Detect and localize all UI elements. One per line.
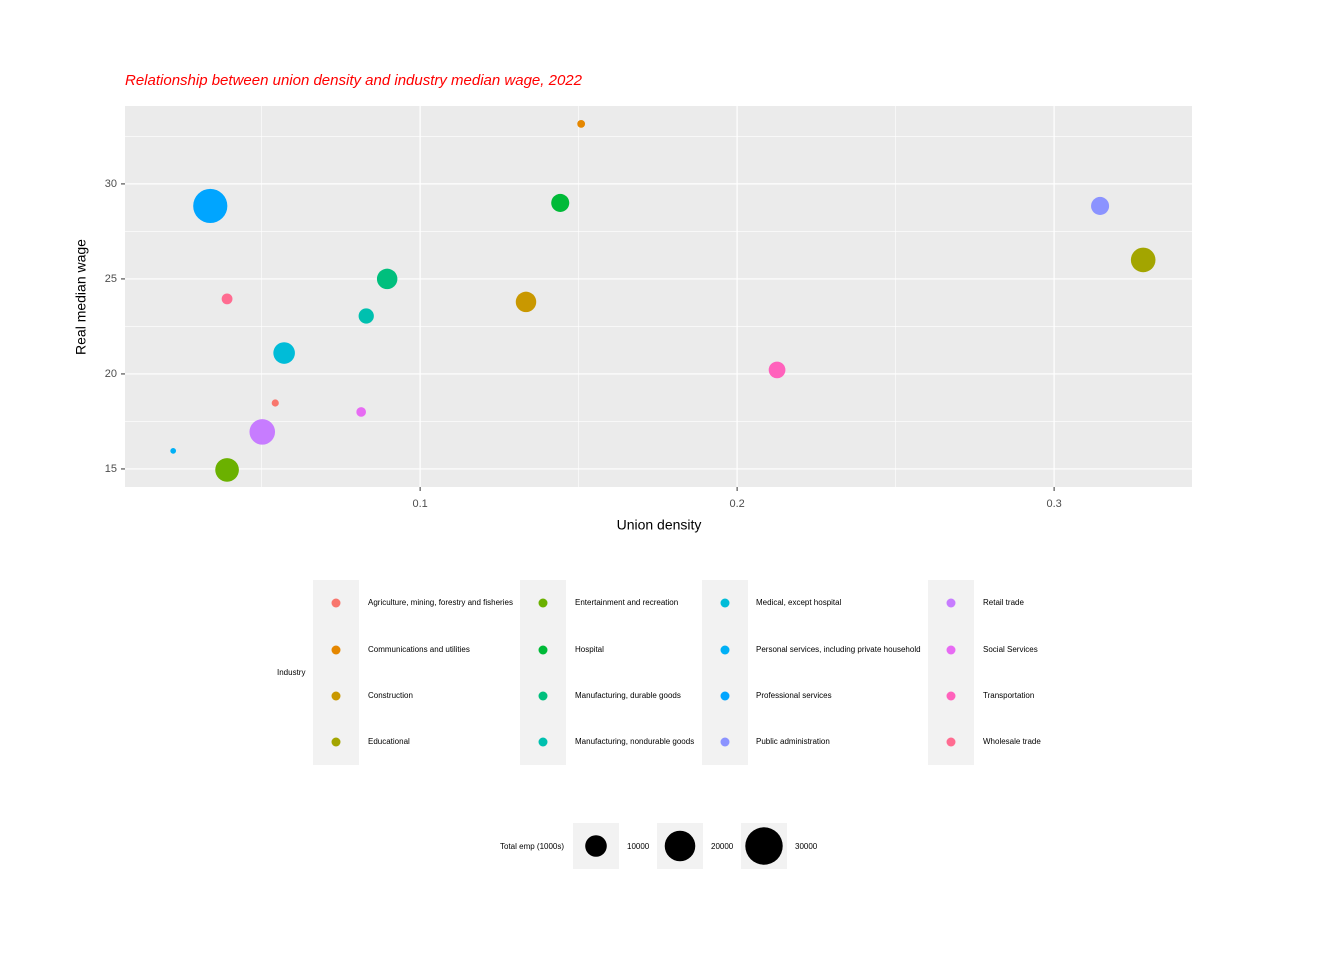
y-tick-label: 30 — [105, 178, 117, 190]
bubble — [249, 419, 276, 445]
legend-label: Manufacturing, nondurable goods — [575, 737, 694, 746]
bubble — [577, 119, 586, 128]
x-tick-label: 0.3 — [1046, 498, 1061, 510]
bubble — [515, 291, 537, 313]
y-tick-label: 25 — [105, 273, 117, 285]
legend-key — [538, 598, 548, 608]
bubble — [273, 342, 295, 364]
chart-title: Relationship between union density and i… — [125, 72, 583, 89]
legend-key — [720, 645, 730, 655]
legend-label: Educational — [368, 737, 410, 746]
bubble — [215, 458, 239, 482]
legend-label: Professional services — [756, 691, 832, 700]
size-legend-key — [745, 827, 783, 865]
legend-label: Entertainment and recreation — [575, 598, 678, 607]
legend-label: Retail trade — [983, 598, 1024, 607]
legend-key-bg — [520, 580, 566, 765]
size-legend-label: 10000 — [627, 842, 650, 851]
legend-key — [946, 598, 956, 608]
bubble — [358, 308, 374, 324]
legend-key — [720, 598, 730, 608]
size-legend-label: 20000 — [711, 842, 734, 851]
legend-key — [946, 645, 956, 655]
legend-title: Industry — [277, 668, 305, 677]
legend-label: Communications and utilities — [368, 645, 470, 654]
legend-key — [946, 737, 956, 747]
legend-label: Construction — [368, 691, 413, 700]
x-tick-label: 0.1 — [412, 498, 427, 510]
legend-key-bg — [313, 580, 359, 765]
legend-label: Public administration — [756, 737, 830, 746]
legend-label: Manufacturing, durable goods — [575, 691, 681, 700]
legend-key — [331, 645, 341, 655]
legend-label: Social Services — [983, 645, 1038, 654]
size-legend-label: 30000 — [795, 842, 818, 851]
bubble — [356, 407, 366, 417]
bubble — [1091, 196, 1110, 215]
legend-key — [538, 691, 548, 701]
legend-key-bg — [928, 580, 974, 765]
legend-key — [720, 737, 730, 747]
x-axis-label: Union density — [617, 517, 702, 533]
legend-key — [331, 737, 341, 747]
legend-label: Hospital — [575, 645, 604, 654]
panel — [125, 106, 1192, 487]
legend-key — [331, 598, 341, 608]
size-legend-title: Total emp (1000s) — [500, 842, 564, 851]
bubble — [768, 361, 786, 379]
bubble — [193, 188, 228, 224]
y-axis-label: Real median wage — [73, 239, 89, 355]
legend-label: Wholesale trade — [983, 737, 1041, 746]
x-tick-label: 0.2 — [729, 498, 744, 510]
legend-key — [538, 737, 548, 747]
y-tick-label: 15 — [105, 463, 117, 475]
y-tick-label: 20 — [105, 368, 117, 380]
legend-key-bg — [702, 580, 748, 765]
legend-key — [331, 691, 341, 701]
bubble — [376, 268, 398, 290]
bubble — [271, 399, 279, 407]
size-legend-key — [585, 835, 607, 857]
legend-key — [946, 691, 956, 701]
legend-label: Medical, except hospital — [756, 598, 842, 607]
bubble — [170, 448, 177, 454]
bubble — [221, 293, 233, 305]
legend-key — [720, 691, 730, 701]
legend-key — [538, 645, 548, 655]
legend-label: Agriculture, mining, forestry and fisher… — [368, 598, 513, 607]
bubble — [551, 193, 570, 212]
size-legend-key — [664, 830, 696, 862]
bubble — [1130, 247, 1156, 273]
legend-label: Transportation — [983, 691, 1034, 700]
legend-label: Personal services, including private hou… — [756, 645, 921, 654]
